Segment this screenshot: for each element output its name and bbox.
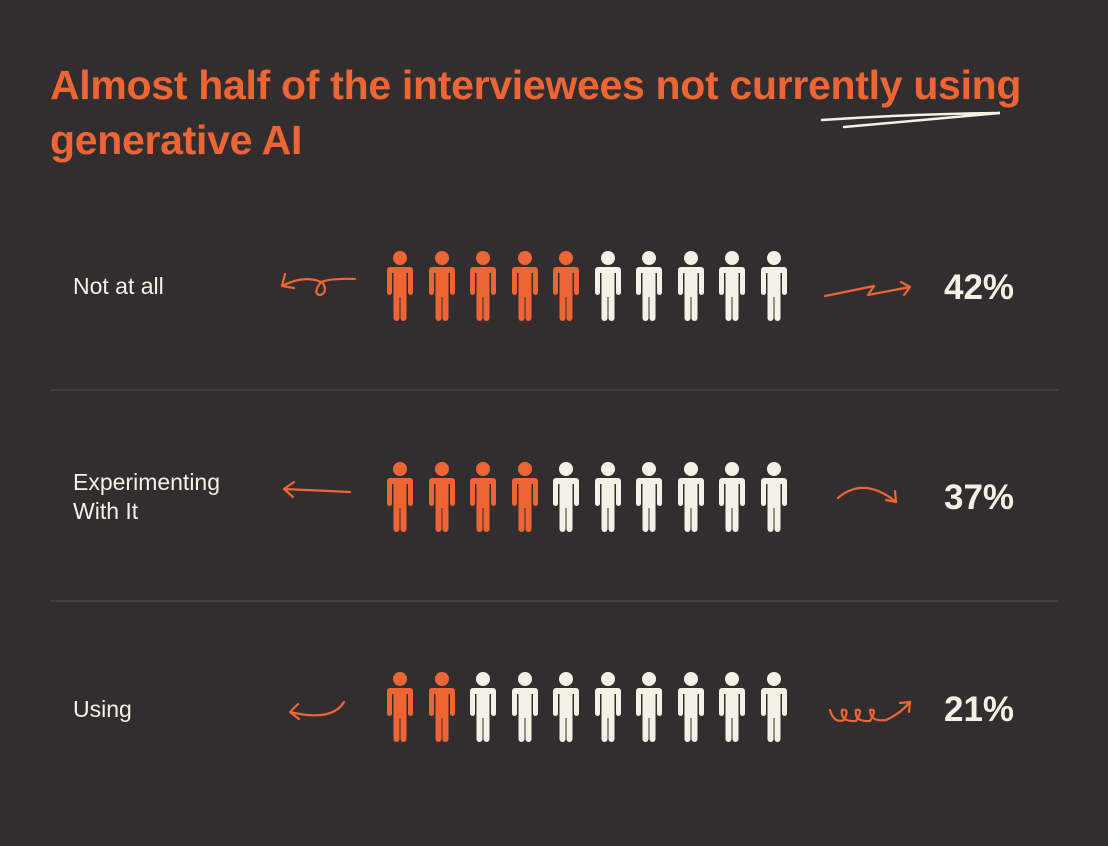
underline-scribble-icon (820, 111, 1001, 129)
person-icon-highlighted (428, 672, 455, 742)
person-icon (760, 462, 787, 532)
person-icon (677, 462, 704, 532)
row-divider (50, 389, 1058, 391)
person-icon (594, 251, 621, 321)
row-divider (50, 600, 1058, 602)
person-icon (677, 672, 704, 742)
loop-arrow-left-icon (280, 272, 357, 297)
person-icon-highlighted (511, 462, 538, 532)
person-icon (719, 462, 745, 532)
category-label: Not at all (73, 273, 164, 299)
icon-row (386, 461, 788, 533)
person-icon (470, 672, 496, 742)
person-icon (636, 672, 662, 742)
person-icon-highlighted (470, 251, 496, 321)
category-label: Using (73, 696, 132, 722)
person-icon (511, 672, 538, 742)
person-icon-highlighted (470, 462, 496, 532)
person-icon-highlighted (553, 251, 579, 321)
person-icon-highlighted (387, 672, 413, 742)
person-icon-highlighted (511, 251, 538, 321)
person-icon (553, 462, 579, 532)
person-icon-highlighted (428, 462, 455, 532)
person-icon (636, 462, 662, 532)
person-icon (760, 251, 787, 321)
person-icon-highlighted (387, 251, 413, 321)
category-label: Experimenting With It (73, 469, 221, 524)
zigzag-arrow-right-icon (823, 280, 912, 298)
person-icon (553, 672, 579, 742)
person-icon (594, 462, 621, 532)
curved-arrow-left-icon (288, 700, 346, 721)
arrow-left-icon (282, 480, 352, 499)
person-icon-highlighted (387, 462, 413, 532)
icon-row (386, 671, 788, 743)
person-icon (719, 251, 745, 321)
spiral-arrow-right-icon (828, 700, 912, 723)
person-icon-highlighted (428, 251, 455, 321)
person-icon (594, 672, 621, 742)
person-icon (719, 672, 745, 742)
value-label: 21% (944, 690, 1015, 729)
chart-title: Almost half of the interviewees not curr… (50, 62, 1022, 163)
person-icon (760, 672, 787, 742)
value-label: 42% (944, 268, 1015, 307)
icon-row (386, 250, 788, 322)
value-label: 37% (944, 478, 1015, 517)
person-icon (636, 251, 662, 321)
curved-arrow-right-icon (836, 486, 898, 504)
person-icon (677, 251, 704, 321)
